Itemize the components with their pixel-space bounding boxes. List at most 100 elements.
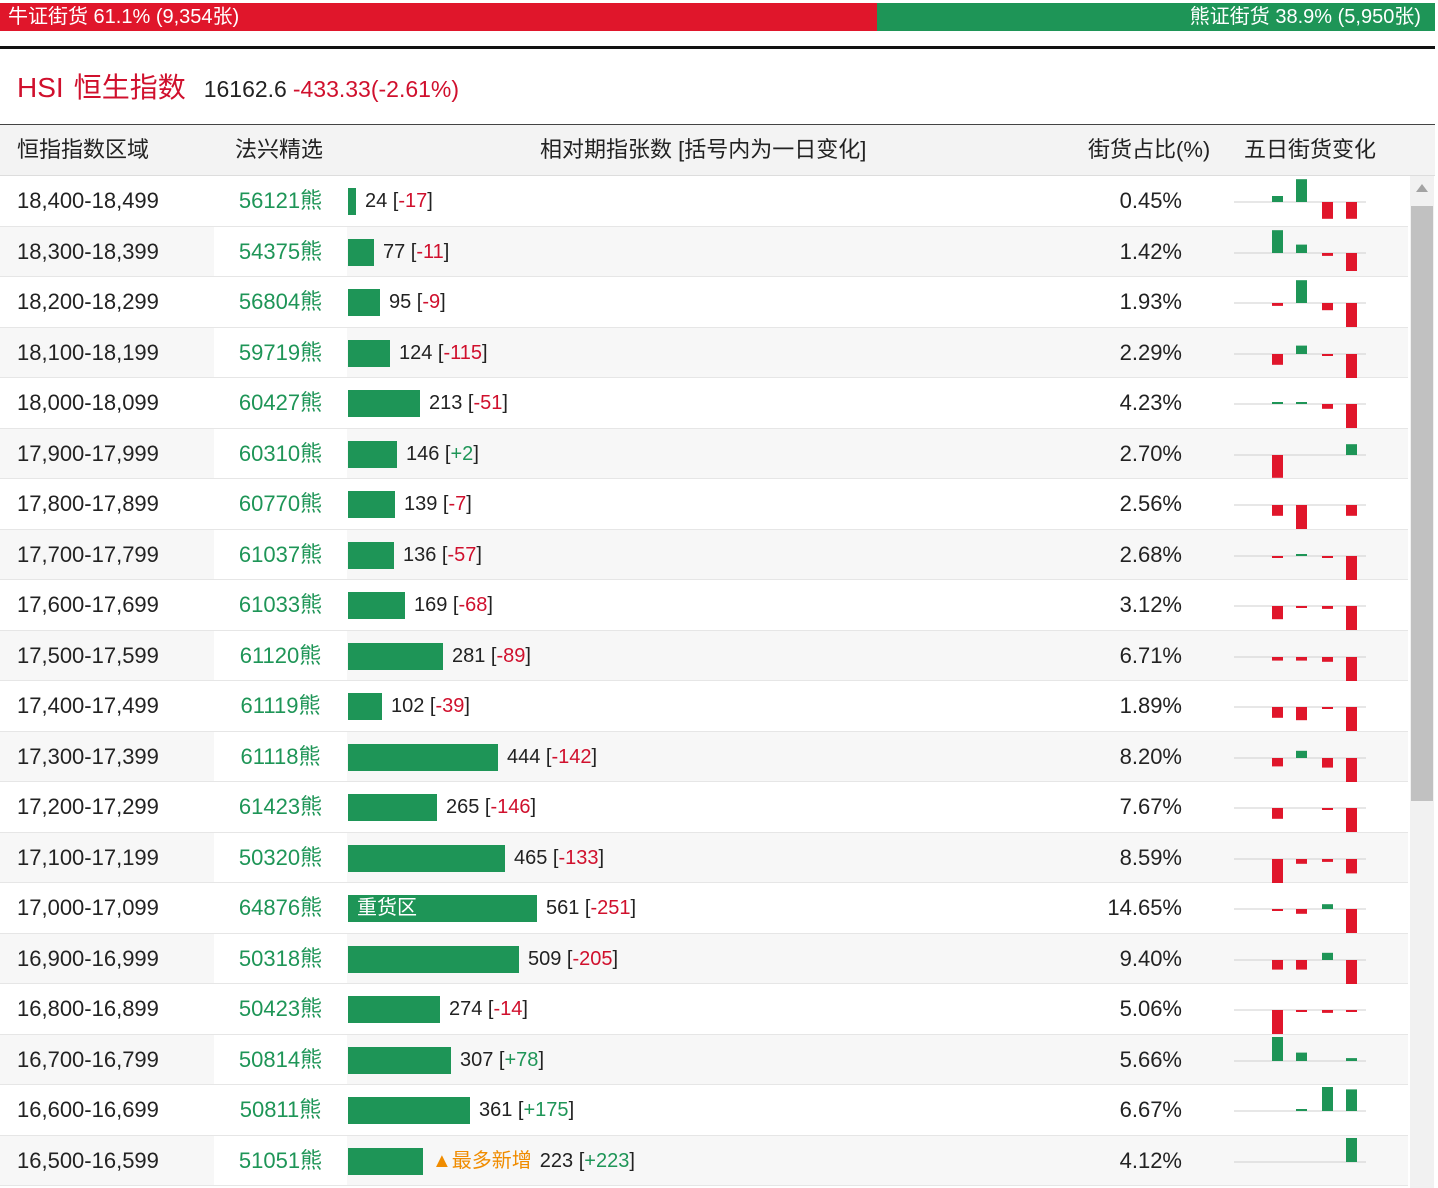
table-row[interactable]: 16,700-16,799 50814熊 307 [+78] 5.66% — [0, 1034, 1408, 1085]
row-day-change: +78 — [504, 1048, 539, 1071]
row-index-range: 16,600-16,699 — [17, 1097, 159, 1122]
row-pick-link[interactable]: 60770熊 — [214, 479, 347, 529]
table-row[interactable]: 16,600-16,699 50811熊 361 [+175] 6.67% — [0, 1085, 1408, 1136]
row-pick-link[interactable]: 61120熊 — [214, 630, 347, 680]
sparkline-bar — [1272, 196, 1283, 202]
col-header-contracts: 相对期指张数 [括号内为一日变化] — [540, 137, 867, 162]
table-row[interactable]: 17,000-17,099 64876熊 重货区 561 [-251] 14.65% — [0, 883, 1408, 934]
row-day-change: -89 — [496, 644, 526, 667]
row-count: 274 — [449, 998, 483, 1020]
row-index-range: 18,100-18,199 — [17, 339, 159, 365]
row-index-range: 17,700-17,799 — [17, 541, 159, 567]
row-count: 223 — [539, 1149, 574, 1172]
table-row[interactable]: 18,200-18,299 56804熊 95 [-9] 1.93% — [0, 277, 1408, 328]
sparkline-bar — [1272, 303, 1283, 306]
row-pick-link[interactable]: 61037熊 — [214, 529, 347, 579]
row-outstanding-ratio: 2.68% — [1119, 541, 1182, 567]
table-row[interactable]: 17,200-17,299 61423熊 265 [-146] 7.67% — [0, 782, 1408, 833]
table-row[interactable]: 16,500-16,599 51051熊 ▲最多新增 223 [+223] 4.12% — [0, 1135, 1408, 1186]
sparkline-bar — [1296, 707, 1307, 721]
row-day-change: -57 — [447, 543, 477, 566]
table-row[interactable]: 16,900-16,999 50318熊 509 [-205] 9.40% — [0, 933, 1408, 984]
row-pick-link[interactable]: 61033熊 — [214, 580, 347, 630]
table-row[interactable]: 17,400-17,499 61119熊 102 [-39] 1.89% — [0, 681, 1408, 732]
sparkline-bar — [1322, 904, 1333, 909]
row-pick-link[interactable]: 50318熊 — [214, 933, 347, 983]
row-pick-link[interactable]: 60310熊 — [214, 428, 347, 478]
row-count: 102 — [391, 695, 425, 717]
sparkline-bar — [1296, 858, 1307, 864]
table-row[interactable]: 17,100-17,199 50320熊 465 [-133] 8.59% — [0, 832, 1408, 883]
row-contracts-label: 307 [+78] — [460, 1048, 544, 1071]
table-row[interactable]: 17,700-17,799 61037熊 136 [-57] 2.68% — [0, 529, 1408, 580]
row-pick-link[interactable]: 60427熊 — [214, 378, 347, 428]
sparkline-bar — [1296, 345, 1307, 354]
row-contracts-bar — [348, 188, 356, 215]
row-pick-link[interactable]: 61118熊 — [214, 731, 347, 781]
row-pick-link[interactable]: 51051熊 — [214, 1135, 347, 1185]
row-day-change: +223 — [584, 1149, 630, 1172]
sparkline-bar — [1346, 959, 1357, 984]
row-pick-link[interactable]: 61119熊 — [214, 681, 347, 731]
table-row[interactable]: 17,800-17,899 60770熊 139 [-7] 2.56% — [0, 479, 1408, 530]
row-pick-link[interactable]: 50811熊 — [214, 1085, 347, 1135]
divider — [0, 46, 1435, 49]
col-header-ratio: 街货占比(%) — [1088, 137, 1211, 162]
row-outstanding-ratio: 4.23% — [1119, 390, 1182, 415]
bull-bear-ratio-bar: 牛证街货 61.1% (9,354张) 熊证街货 38.9% (5,950张) — [0, 3, 1435, 31]
row-pick-link[interactable]: 50320熊 — [214, 832, 347, 882]
table-row[interactable]: 17,500-17,599 61120熊 281 [-89] 6.71% — [0, 630, 1408, 681]
row-index-range: 17,400-17,499 — [17, 693, 159, 718]
row-index-range: 17,200-17,299 — [17, 794, 159, 819]
row-day-change: +175 — [523, 1099, 569, 1121]
table-row[interactable]: 17,900-17,999 60310熊 146 [+2] 2.70% — [0, 428, 1408, 479]
sparkline-bar — [1272, 1010, 1283, 1034]
row-pick-link[interactable]: 54375熊 — [214, 226, 347, 276]
table-row[interactable]: 18,100-18,199 59719熊 124 [-115] 2.29% — [0, 327, 1408, 378]
table-row[interactable]: 16,800-16,899 50423熊 274 [-14] 5.06% — [0, 984, 1408, 1035]
sparkline-bar — [1346, 202, 1357, 219]
row-contracts-bar — [348, 1097, 470, 1124]
row-contracts-label: 146 [+2] — [406, 442, 479, 465]
row-contracts-bar — [348, 339, 390, 367]
row-contracts-label: 281 [-89] — [452, 644, 531, 667]
row-pick-link[interactable]: 56121熊 — [214, 176, 347, 226]
row-contracts-label: 102 [-39] — [391, 695, 470, 717]
sparkline-bar — [1296, 1109, 1307, 1111]
sparkline-bar — [1346, 404, 1357, 428]
sparkline-bar — [1346, 303, 1357, 327]
sparkline-bar — [1346, 1010, 1357, 1012]
sparkline-bar — [1346, 757, 1357, 782]
table-row[interactable]: 17,600-17,699 61033熊 169 [-68] 3.12% — [0, 580, 1408, 631]
sparkline-bar — [1272, 229, 1283, 253]
row-contracts-label: 213 [-51] — [429, 392, 508, 414]
table-row[interactable]: 18,300-18,399 54375熊 77 [-11] 1.42% — [0, 226, 1408, 277]
row-pick-link[interactable]: 59719熊 — [214, 327, 347, 377]
row-outstanding-ratio: 14.65% — [1107, 895, 1182, 920]
table-row[interactable]: 18,000-18,099 60427熊 213 [-51] 4.23% — [0, 378, 1408, 429]
row-contracts-bar — [348, 642, 443, 670]
table-row[interactable]: 17,300-17,399 61118熊 444 [-142] 8.20% — [0, 731, 1408, 782]
row-pick-link[interactable]: 64876熊 — [214, 883, 347, 933]
scrollbar-thumb[interactable] — [1411, 206, 1433, 801]
sparkline-bar — [1272, 454, 1283, 478]
sparkline-bar — [1322, 757, 1333, 768]
row-pick-link[interactable]: 56804熊 — [214, 277, 347, 327]
row-contracts-label: 169 [-68] — [414, 594, 493, 616]
row-contracts-label: 124 [-115] — [399, 341, 488, 364]
sparkline-bar — [1322, 707, 1333, 709]
sparkline-bar — [1296, 179, 1307, 202]
table-row[interactable]: 18,400-18,499 56121熊 24 [-17] 0.45% — [0, 176, 1408, 227]
row-five-day-sparkline — [1234, 1009, 1366, 1034]
row-pick-link[interactable]: 50814熊 — [214, 1034, 347, 1084]
sparkline-bar — [1296, 505, 1307, 529]
sparkline-bar — [1296, 959, 1307, 970]
row-five-day-sparkline — [1234, 858, 1366, 883]
row-pick-link[interactable]: 61423熊 — [214, 782, 347, 832]
row-day-change: -205 — [572, 947, 613, 970]
most-new-tag: ▲最多新增 — [432, 1149, 532, 1172]
scroll-up-arrow-icon[interactable] — [1416, 184, 1428, 192]
row-pick-link[interactable]: 50423熊 — [214, 984, 347, 1034]
sparkline-bar — [1272, 808, 1283, 819]
index-name: 恒生指数 — [73, 72, 186, 103]
